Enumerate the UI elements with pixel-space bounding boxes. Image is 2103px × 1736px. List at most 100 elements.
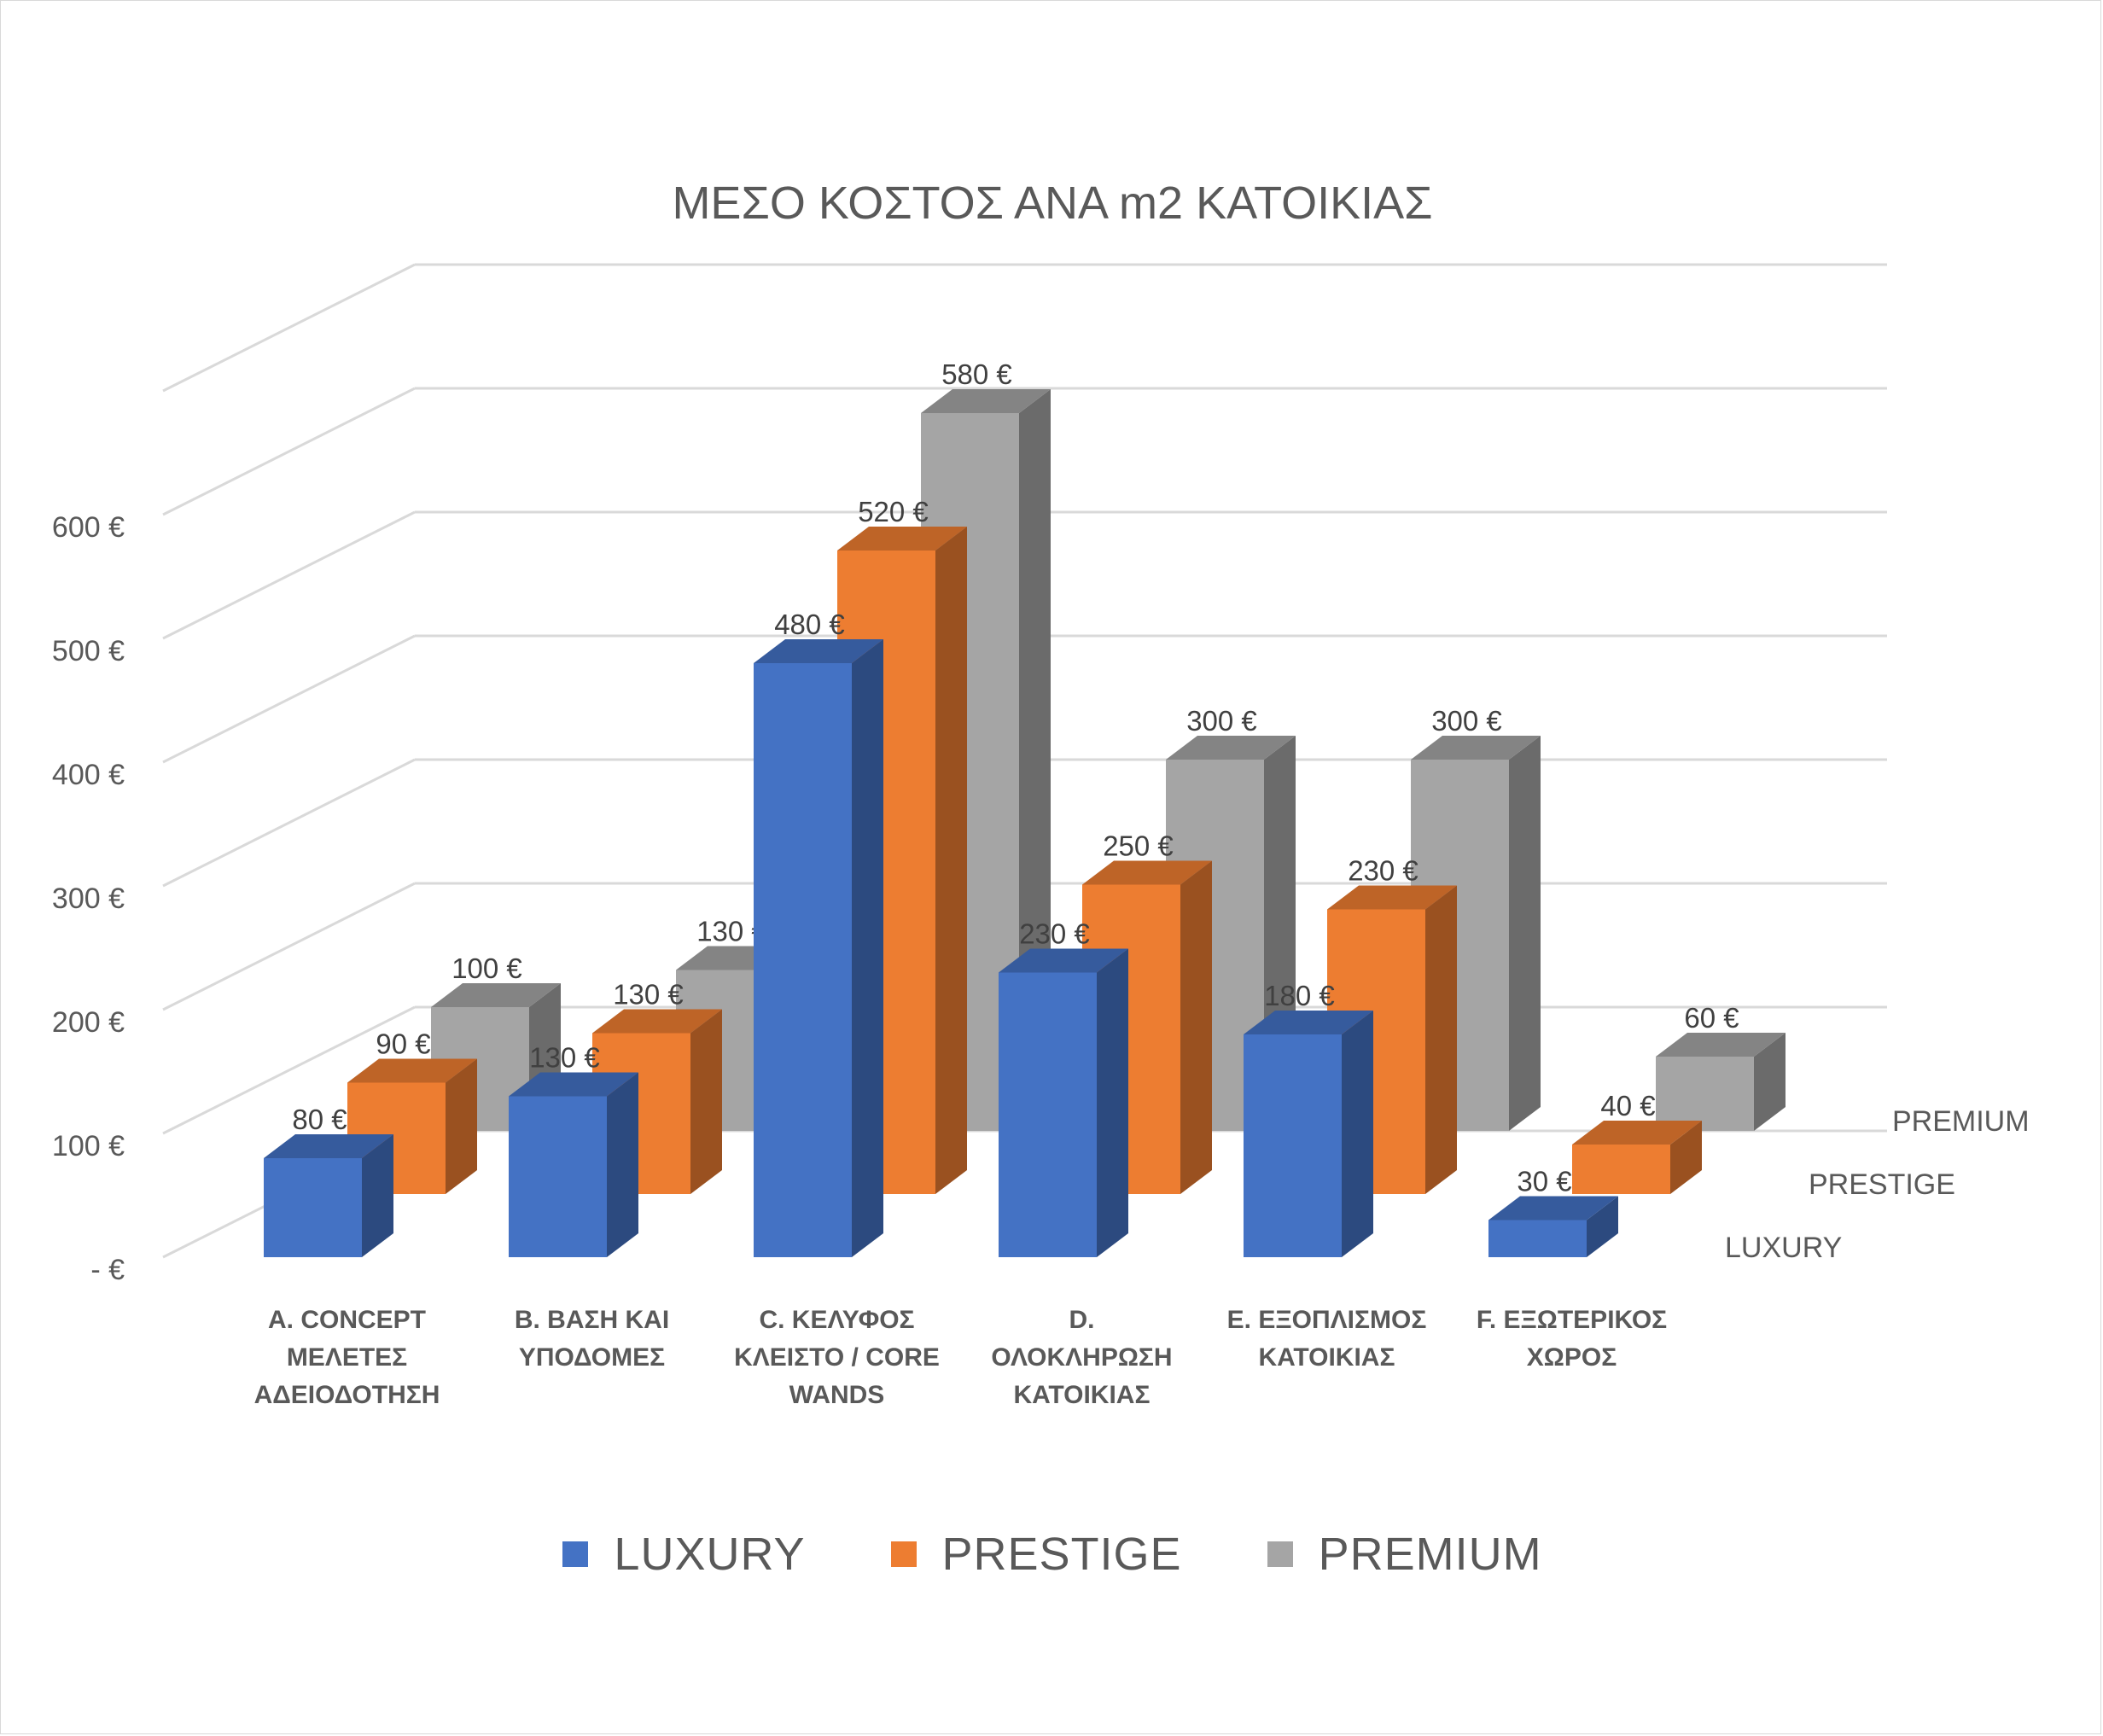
bar-front-face [999, 972, 1097, 1257]
bar-front-face [1656, 1057, 1754, 1131]
legend: LUXURY PRESTIGE PREMIUM [1, 1520, 2103, 1588]
legend-label: LUXURY [614, 1529, 806, 1580]
bar-top-face [1166, 736, 1296, 760]
data-label-prestige: 520 € [858, 496, 929, 527]
data-label-luxury: 30 € [1517, 1166, 1571, 1197]
legend-item-luxury: LUXURY [562, 1528, 805, 1581]
bar-luxury-4: 180 € [1244, 980, 1373, 1257]
x-category-label: E. ΕΞΟΠΛΙΣΜΟΣ ΚΑΤΟΙΚΙΑΣ [1227, 1306, 1427, 1372]
data-label-premium: 60 € [1684, 1002, 1739, 1034]
bar-top-face [1082, 860, 1212, 885]
data-label-prestige: 250 € [1103, 830, 1174, 862]
bar-top-face [1488, 1196, 1618, 1220]
bar-luxury-2: 480 € [754, 609, 883, 1257]
y-tick-label: 100 € [52, 1130, 125, 1162]
bar-side-face [1342, 1011, 1373, 1257]
gridline-diagonal [162, 882, 416, 1011]
x-category-label: A. CONCEPT ΜΕΛΕΤΕΣ ΑΔΕΙΟΔΟΤΗΣΗ [254, 1306, 440, 1409]
bar-side-face [1019, 389, 1051, 1131]
legend-swatch [562, 1541, 589, 1567]
x-category-label: D. ΟΛΟΚΛΗΡΩΣΗ ΚΑΤΟΙΚΙΑΣ [991, 1306, 1172, 1409]
x-axis: A. CONCEPT ΜΕΛΕΤΕΣ ΑΔΕΙΟΔΟΤΗΣΗ B. ΒΑΣΗ ΚΑΙ Υ… [254, 1306, 1668, 1409]
bar-luxury-0: 80 € [264, 1104, 393, 1257]
bars: 100 € 130 € 580 € 300 € 300 € 60 € 90 € 130 € 52… [264, 358, 1786, 1257]
bar-side-face [1425, 885, 1457, 1194]
legend-label: PREMIUM [1318, 1529, 1542, 1580]
legend-item-premium: PREMIUM [1267, 1528, 1542, 1581]
bar-side-face [446, 1058, 477, 1194]
data-label-luxury: 480 € [774, 609, 845, 640]
bar-side-face [1509, 736, 1541, 1131]
bar-top-face [1327, 885, 1457, 910]
bar-top-face [592, 1009, 722, 1034]
bar-front-face [754, 663, 852, 1257]
bar-front-face [1244, 1034, 1342, 1257]
bar-top-face [1572, 1121, 1702, 1145]
data-label-prestige: 130 € [613, 979, 684, 1011]
bar-side-face [362, 1134, 393, 1257]
bar-top-face [837, 527, 967, 551]
bar-luxury-3: 230 € [999, 918, 1128, 1257]
gridline-diagonal [162, 634, 416, 764]
bar-front-face [1572, 1145, 1670, 1194]
data-label-luxury: 180 € [1264, 980, 1335, 1011]
bar-premium-5: 60 € [1656, 1002, 1786, 1131]
bar-top-face [264, 1134, 393, 1158]
gridline-diagonal [162, 387, 416, 516]
bar-side-face [1097, 948, 1128, 1257]
depth-axis-label: PREMIUM [1892, 1105, 2030, 1138]
data-label-premium: 300 € [1431, 705, 1502, 737]
legend-label: PRESTIGE [941, 1529, 1182, 1580]
y-tick-label: 200 € [52, 1006, 125, 1039]
y-tick-label: 300 € [52, 883, 125, 915]
y-tick-label: 600 € [52, 511, 125, 544]
gridline-diagonal [162, 263, 416, 393]
depth-axis: LUXURY PRESTIGE PREMIUM [1725, 1105, 2030, 1264]
bar-side-face [935, 527, 967, 1194]
legend-item-prestige: PRESTIGE [890, 1528, 1182, 1581]
x-category-label: F. ΕΞΩΤΕΡΙΚΟΣ ΧΩΡΟΣ [1477, 1306, 1667, 1372]
data-label-luxury: 130 € [529, 1042, 600, 1074]
bar-side-face [1670, 1121, 1702, 1194]
bar-front-face [509, 1096, 607, 1257]
bar-top-face [754, 639, 883, 663]
depth-axis-label: PRESTIGE [1809, 1168, 1955, 1201]
bar-top-face [431, 983, 561, 1007]
data-label-prestige: 40 € [1600, 1090, 1655, 1121]
bar-side-face [1754, 1033, 1786, 1131]
depth-axis-label: LUXURY [1725, 1232, 1842, 1264]
bar-side-face [1180, 860, 1212, 1194]
data-label-premium: 580 € [941, 358, 1012, 390]
legend-swatch [1267, 1541, 1293, 1567]
y-tick-label: - € [90, 1254, 125, 1286]
chart-canvas: ΜΕΣΟ ΚΟΣΤΟΣ ΑΝΑ m2 ΚΑΤΟΙΚΙΑΣ - € 100 € 200… [52, 178, 2030, 1409]
gridline-diagonal [162, 1005, 416, 1135]
y-tick-label: 500 € [52, 635, 125, 667]
bar-luxury-1: 130 € [509, 1042, 638, 1257]
x-category-label: C. ΚΕΛΥΦΟΣ ΚΛΕΙΣΤΟ / CORE WANDS [734, 1306, 940, 1409]
x-category-label: B. ΒΑΣΗ ΚΑΙ ΥΠΟΔΟΜΕΣ [515, 1306, 669, 1372]
gridline-diagonal [162, 510, 416, 640]
bar-side-face [852, 639, 883, 1257]
bar-top-face [999, 948, 1128, 973]
bar-top-face [347, 1058, 477, 1083]
bar-side-face [607, 1072, 638, 1257]
bar-side-face [690, 1009, 722, 1194]
chart-title: ΜΕΣΟ ΚΟΣΤΟΣ ΑΝΑ m2 ΚΑΤΟΙΚΙΑΣ [672, 178, 1432, 229]
bar-luxury-5: 30 € [1488, 1166, 1618, 1257]
data-label-premium: 300 € [1186, 705, 1257, 737]
bar-top-face [1244, 1011, 1373, 1034]
bar-prestige-5: 40 € [1572, 1090, 1702, 1194]
data-label-luxury: 80 € [292, 1104, 347, 1135]
bar-top-face [921, 389, 1051, 413]
gridline-diagonal [162, 758, 416, 888]
y-tick-label: 400 € [52, 759, 125, 791]
data-label-luxury: 230 € [1019, 918, 1090, 950]
bar-side-face [1587, 1196, 1618, 1257]
bar-top-face [1656, 1033, 1786, 1057]
legend-swatch [890, 1541, 917, 1567]
bar-front-face [1488, 1220, 1587, 1257]
bar-top-face [1411, 736, 1541, 760]
y-axis: - € 100 € 200 € 300 € 400 € 500 € 600 € [52, 511, 125, 1286]
